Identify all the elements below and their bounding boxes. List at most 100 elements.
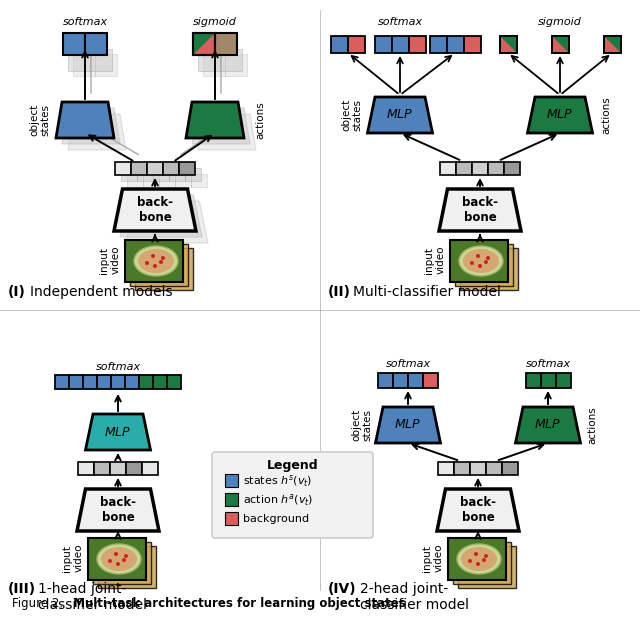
Bar: [374, 35, 392, 53]
Polygon shape: [68, 114, 126, 150]
Text: actions: actions: [601, 96, 611, 134]
Text: softmax: softmax: [63, 17, 108, 27]
Bar: [110, 461, 126, 474]
Bar: [541, 373, 556, 388]
Text: (IV): (IV): [328, 582, 356, 596]
Text: sigmoid: sigmoid: [538, 17, 582, 27]
Circle shape: [114, 552, 118, 556]
Polygon shape: [515, 407, 580, 443]
Circle shape: [153, 264, 157, 268]
Bar: [163, 161, 179, 174]
Polygon shape: [367, 97, 433, 133]
Bar: [556, 373, 570, 388]
Bar: [225, 54, 247, 76]
Text: (III): (III): [8, 582, 36, 596]
Bar: [331, 35, 348, 53]
Bar: [450, 240, 508, 282]
Bar: [185, 167, 201, 180]
Bar: [454, 461, 470, 474]
Bar: [470, 461, 486, 474]
Polygon shape: [193, 33, 215, 55]
Circle shape: [478, 264, 482, 268]
Text: actions: actions: [255, 101, 265, 139]
Bar: [130, 244, 188, 286]
Bar: [125, 240, 183, 282]
Bar: [179, 161, 195, 174]
Text: back-
bone: back- bone: [137, 196, 173, 224]
Polygon shape: [114, 189, 196, 231]
Bar: [139, 375, 153, 389]
Circle shape: [108, 559, 112, 563]
Bar: [220, 49, 242, 71]
Ellipse shape: [138, 249, 174, 273]
Circle shape: [116, 562, 120, 566]
Bar: [121, 167, 137, 180]
Ellipse shape: [134, 246, 178, 276]
Polygon shape: [499, 35, 516, 53]
Polygon shape: [376, 407, 440, 443]
Bar: [438, 461, 454, 474]
Bar: [97, 375, 111, 389]
Text: input
video: input video: [62, 544, 84, 572]
Bar: [460, 248, 518, 290]
Circle shape: [145, 261, 149, 265]
Circle shape: [151, 254, 155, 258]
Bar: [153, 375, 167, 389]
Bar: [499, 35, 516, 53]
Text: Multi-classifier model: Multi-classifier model: [353, 285, 501, 299]
Ellipse shape: [97, 544, 141, 574]
Text: back-
bone: back- bone: [462, 196, 498, 224]
Bar: [137, 167, 153, 180]
Polygon shape: [86, 414, 150, 450]
Bar: [429, 35, 447, 53]
Bar: [378, 373, 393, 388]
Bar: [90, 49, 112, 71]
Text: Independent models: Independent models: [30, 285, 173, 299]
Bar: [153, 167, 169, 180]
Polygon shape: [198, 114, 256, 150]
Bar: [488, 161, 504, 174]
Text: action $h^a(v_t)$: action $h^a(v_t)$: [243, 492, 314, 508]
Bar: [127, 174, 143, 187]
Bar: [448, 538, 506, 580]
Bar: [440, 161, 456, 174]
Bar: [393, 373, 408, 388]
Text: input
video: input video: [422, 544, 444, 572]
Bar: [142, 461, 158, 474]
Bar: [408, 35, 426, 53]
Bar: [486, 461, 502, 474]
Bar: [111, 375, 125, 389]
Text: softmax: softmax: [385, 359, 431, 369]
Text: background: background: [243, 514, 309, 524]
Text: $MLP$: $MLP$: [547, 108, 573, 122]
Text: object
states: object states: [341, 99, 363, 131]
Circle shape: [470, 261, 474, 265]
Circle shape: [468, 559, 472, 563]
Bar: [78, 461, 94, 474]
Text: Figure 2.: Figure 2.: [12, 598, 63, 611]
Polygon shape: [437, 489, 519, 531]
Polygon shape: [120, 195, 202, 237]
FancyBboxPatch shape: [212, 452, 373, 538]
Polygon shape: [439, 189, 521, 231]
Bar: [453, 542, 511, 584]
Bar: [456, 161, 472, 174]
Bar: [225, 512, 238, 525]
Polygon shape: [186, 102, 244, 138]
Text: object
states: object states: [29, 104, 51, 136]
Polygon shape: [604, 35, 621, 53]
Bar: [604, 35, 621, 53]
Bar: [552, 35, 568, 53]
Text: $MLP$: $MLP$: [387, 108, 413, 122]
Bar: [525, 373, 541, 388]
Bar: [215, 33, 237, 55]
Polygon shape: [62, 108, 120, 144]
Circle shape: [124, 554, 128, 558]
Bar: [135, 248, 193, 290]
Ellipse shape: [463, 249, 499, 273]
Ellipse shape: [101, 547, 137, 571]
Bar: [167, 375, 181, 389]
Bar: [175, 174, 191, 187]
Bar: [348, 35, 365, 53]
Bar: [225, 493, 238, 506]
